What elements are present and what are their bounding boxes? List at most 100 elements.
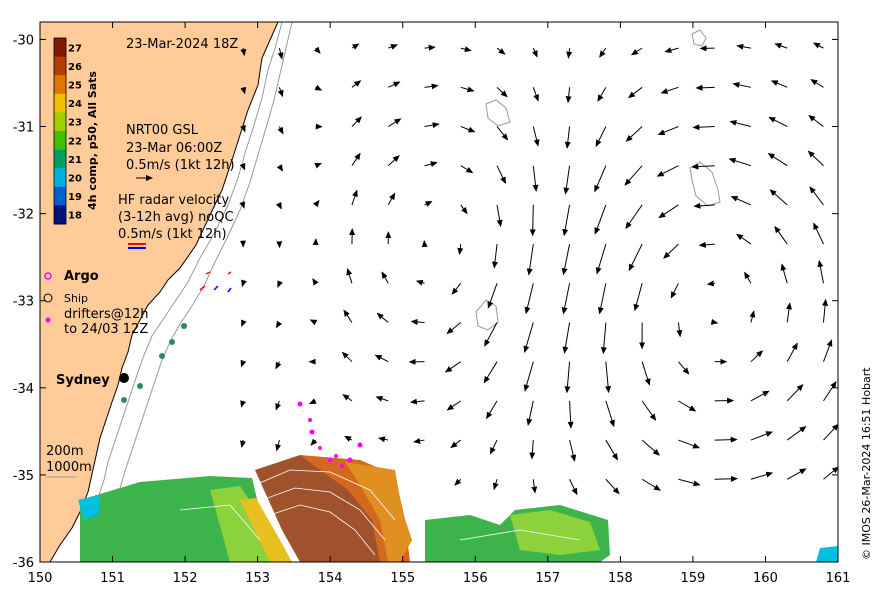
current-arrow <box>770 80 788 88</box>
drifter-symbol <box>45 317 51 323</box>
current-arrow <box>454 478 462 486</box>
current-arrow <box>378 436 389 443</box>
radar-legend-title: HF radar velocity <box>118 193 230 208</box>
x-tick-label: 156 <box>463 571 488 586</box>
current-arrow <box>710 318 719 325</box>
current-arrow <box>351 189 358 206</box>
colorbar-label: 25 <box>68 81 82 92</box>
current-arrow <box>744 271 752 284</box>
current-arrow <box>736 43 752 50</box>
current-arrow <box>807 150 824 167</box>
current-arrow <box>275 361 282 370</box>
current-arrow <box>566 48 573 59</box>
colorbar-swatch <box>54 75 66 95</box>
current-arrow <box>786 302 792 323</box>
colorbar-label: 20 <box>68 174 82 185</box>
island <box>485 99 511 127</box>
current-arrow <box>239 439 246 448</box>
colorbar-swatch <box>54 168 66 188</box>
current-arrow <box>523 361 534 392</box>
current-arrow <box>678 439 701 449</box>
green-markers <box>121 323 187 403</box>
current-arrow <box>341 351 353 363</box>
current-arrow <box>692 124 715 131</box>
current-arrow <box>351 43 360 50</box>
colorbar-label: 18 <box>68 211 82 222</box>
colorbar-label: 22 <box>68 136 82 147</box>
colorbar-label: 21 <box>68 155 82 166</box>
current-arrow <box>450 439 462 449</box>
current-arrow <box>312 278 319 286</box>
current-arrow <box>735 233 752 245</box>
argo-label: Argo <box>64 269 99 284</box>
current-arrow <box>599 47 607 58</box>
current-arrow <box>605 400 615 428</box>
current-arrow <box>424 122 440 129</box>
current-arrow <box>314 84 323 91</box>
current-arrow <box>813 222 824 245</box>
current-arrow <box>460 46 472 53</box>
drifter-to-label: to 24/03 12Z <box>64 322 148 337</box>
current-arrow <box>728 157 752 167</box>
colorbar-label: 27 <box>68 43 82 54</box>
current-arrow <box>484 322 498 347</box>
drifter-label: drifters@12h <box>64 307 149 322</box>
current-arrow <box>633 283 643 312</box>
current-arrow <box>595 243 607 275</box>
current-arrow <box>277 280 283 288</box>
current-arrow <box>600 322 607 355</box>
current-arrow <box>817 259 824 284</box>
colorbar-swatch <box>54 112 66 132</box>
current-arrow <box>810 79 824 88</box>
current-arrow <box>780 263 788 284</box>
current-arrow <box>678 478 701 487</box>
current-arrow <box>641 478 661 491</box>
current-arrow <box>240 359 247 368</box>
current-arrow <box>663 243 679 259</box>
current-arrow <box>523 322 534 353</box>
current-arrow <box>532 87 539 102</box>
current-arrow <box>732 81 752 88</box>
current-arrow <box>344 435 353 442</box>
colorbar-swatch <box>54 149 66 169</box>
x-tick-label: 158 <box>608 571 633 586</box>
current-arrow <box>664 47 679 54</box>
ship-symbol <box>43 293 53 303</box>
current-arrow <box>388 81 401 88</box>
current-arrow <box>625 126 643 142</box>
current-arrow <box>457 244 464 256</box>
x-tick-label: 161 <box>826 571 851 586</box>
current-arrow <box>275 400 282 411</box>
current-arrow <box>561 243 571 276</box>
current-arrow <box>239 162 246 171</box>
current-arrow <box>375 395 389 402</box>
current-arrow <box>351 152 361 166</box>
credit-text: © IMOS 26-Mar-2024 16:51 Hobart <box>860 367 873 560</box>
current-arrow <box>774 43 788 49</box>
current-arrow <box>483 361 498 384</box>
current-legend-scale: 0.5m/s (1kt 12h) <box>126 158 235 173</box>
current-arrow <box>714 475 738 482</box>
colorbar-title: 4h comp, p50, All Sats <box>86 71 99 210</box>
x-tick-label: 160 <box>753 571 778 586</box>
current-arrow <box>750 471 774 480</box>
current-arrow <box>729 119 752 128</box>
hf-radar-vectors <box>199 271 232 293</box>
current-arrow <box>678 400 697 412</box>
y-tick-label: -30 <box>13 33 34 48</box>
current-arrow <box>526 244 534 276</box>
current-arrow <box>487 283 498 309</box>
current-arrow <box>691 163 715 170</box>
current-arrow <box>342 394 353 402</box>
isobath-200m <box>97 22 283 499</box>
current-arrow <box>531 47 538 58</box>
current-arrow <box>351 116 362 127</box>
current-arrow <box>809 186 824 206</box>
current-arrow <box>823 423 838 441</box>
current-arrow <box>376 312 389 323</box>
current-arrow <box>774 225 788 245</box>
current-arrow <box>567 400 574 429</box>
sst-patch <box>78 455 838 562</box>
drifters <box>297 401 363 468</box>
current-arrow <box>597 283 607 315</box>
